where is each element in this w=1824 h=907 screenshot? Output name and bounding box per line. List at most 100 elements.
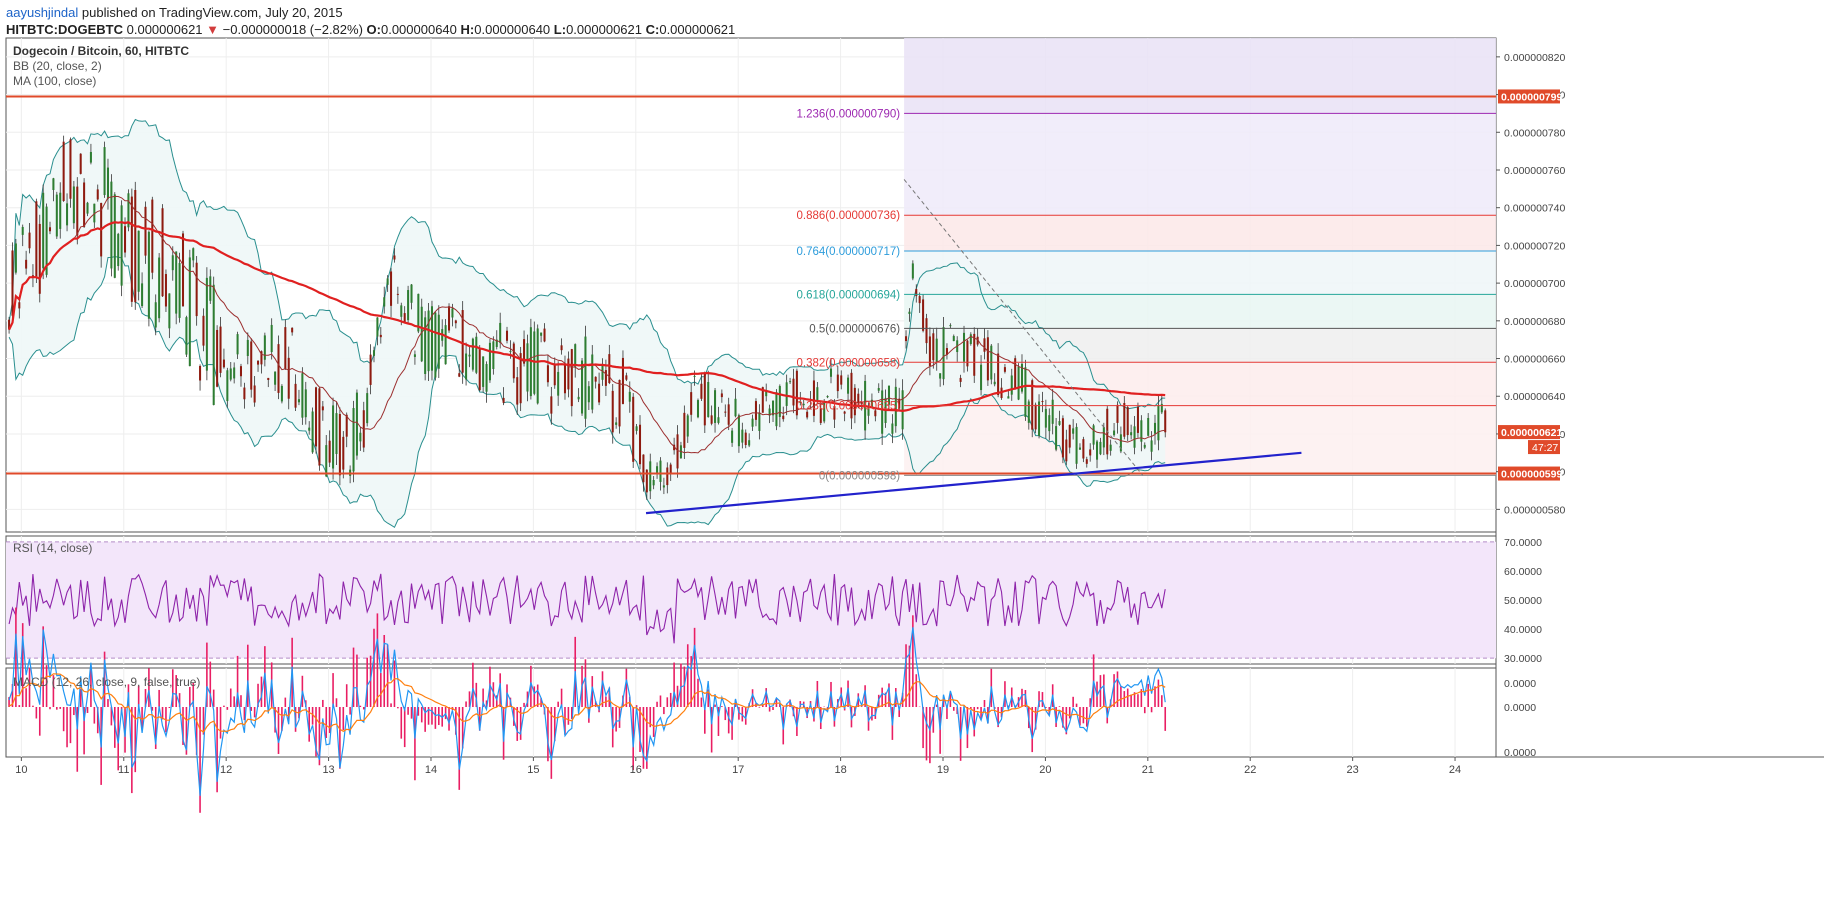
candle-body (557, 371, 560, 396)
price-tick-label: 0.000000820 (1504, 52, 1565, 64)
candle-body (233, 367, 236, 379)
candle-body (925, 318, 928, 344)
fib-band (904, 38, 1496, 114)
candle-body (526, 343, 529, 392)
candle-body (1092, 425, 1095, 445)
candle-body (338, 414, 341, 476)
price-change: −0.000000018 (−2.82%) (222, 22, 363, 37)
candle-body (236, 334, 239, 355)
candle-body (379, 334, 382, 338)
candle-body (287, 357, 290, 399)
resistance-price-marker (1498, 89, 1560, 104)
candle-body (959, 377, 962, 382)
candle-body (454, 320, 457, 324)
candle-body (775, 392, 778, 427)
candle-body (219, 326, 222, 373)
candle-body (1072, 428, 1075, 434)
candle-body (894, 386, 897, 427)
candle-body (499, 322, 502, 343)
candle-body (962, 332, 966, 362)
candle-body (332, 405, 335, 469)
bb-legend: BB (20, close, 2) (13, 59, 102, 73)
candle-body (737, 415, 740, 447)
macd-tick-label: 0.0000 (1504, 702, 1536, 714)
candle-body (1058, 421, 1061, 425)
candle-body (587, 386, 590, 403)
candle-body (1102, 426, 1105, 448)
last-price: 0.000000621 (126, 22, 203, 37)
candle-body (707, 381, 710, 418)
candle-body (659, 460, 662, 482)
candle-body (942, 327, 945, 380)
candle-body (1164, 410, 1167, 433)
candle-body (222, 359, 225, 368)
candle-body (847, 377, 850, 394)
candle-body (795, 370, 798, 416)
candle-body (1150, 440, 1153, 452)
candle-body (908, 311, 911, 314)
candle-body (881, 390, 884, 434)
candle-body (543, 328, 546, 342)
candle-body (345, 414, 348, 437)
candle-body (789, 381, 792, 383)
candle-body (772, 400, 775, 416)
candle-body (727, 404, 730, 425)
candle-body (761, 387, 764, 413)
candle-body (918, 296, 921, 304)
rsi-tick-label: 40.0000 (1504, 624, 1542, 636)
candle-body (1123, 402, 1126, 437)
candle-body (850, 372, 853, 419)
candle-body (502, 397, 505, 403)
candle-body (106, 167, 109, 199)
candle-body (89, 151, 92, 163)
candle-body (724, 411, 727, 413)
candle-body (390, 271, 393, 306)
candle-body (66, 203, 69, 226)
high-label: H: (460, 22, 475, 37)
candle-body (615, 422, 618, 425)
time-tick-label: 22 (1244, 764, 1256, 776)
resistance-price-marker-label: 0.000000799 (1501, 91, 1562, 103)
candle-body (52, 178, 55, 191)
candle-body (168, 293, 171, 329)
author-link[interactable]: aayushjindal (6, 5, 79, 20)
candle-body (823, 400, 826, 422)
ma-legend: MA (100, close) (13, 74, 96, 88)
candle-body (652, 479, 655, 486)
time-tick-label: 12 (220, 764, 232, 776)
fib-band (904, 251, 1496, 295)
candle-body (877, 388, 880, 391)
candle-body (1051, 399, 1054, 424)
rsi-band (6, 541, 1496, 659)
candle-body (461, 310, 464, 373)
rsi-tick-label: 50.0000 (1504, 595, 1542, 607)
candle-body (270, 324, 273, 353)
candle-body (164, 274, 167, 307)
candle-body (952, 336, 955, 342)
candle-body (151, 199, 154, 273)
candle-body (1160, 403, 1163, 413)
fib-level-label: 0.236(0.000000635) (797, 401, 901, 413)
candle-body (635, 426, 638, 431)
candle-body (185, 317, 188, 355)
candle-body (836, 374, 839, 392)
candle-body (195, 262, 198, 317)
candle-body (1089, 449, 1092, 456)
candle-body (621, 357, 624, 404)
candle-body (335, 413, 338, 455)
candle-body (8, 319, 11, 330)
time-tick-label: 17 (732, 764, 744, 776)
candle-body (945, 348, 948, 355)
time-tick-label: 21 (1142, 764, 1154, 776)
macd-tick-label: 0.0000 (1504, 747, 1536, 759)
candle-body (144, 206, 147, 256)
candle-body (55, 194, 58, 237)
candle-body (563, 363, 567, 394)
candle-body (342, 436, 345, 470)
candle-body (1085, 459, 1088, 464)
candle-body (512, 343, 515, 379)
candle-body (444, 325, 447, 365)
price-tick-label: 0.000000760 (1504, 165, 1565, 177)
candle-body (471, 338, 474, 370)
